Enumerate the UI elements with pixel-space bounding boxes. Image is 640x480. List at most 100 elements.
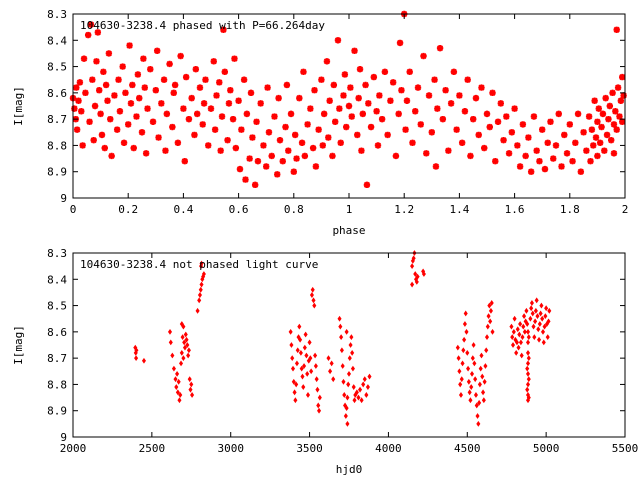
phased-data-point [472,94,480,102]
unphased-data-point [290,355,295,362]
phased-data-point [91,102,99,110]
unphased-data-point [352,397,357,404]
unphased-data-point [529,300,534,306]
unphased-data-point [305,371,310,377]
unphased-data-point [474,402,479,409]
unphased-data-point [470,355,475,362]
phased-data-point [182,73,190,81]
unphased-data-point [303,331,308,338]
unphased-data-point [311,297,316,304]
unphased-data-point [345,394,350,401]
unphased-data-point [473,376,478,383]
phased-data-point [188,94,195,102]
phased-data-point [301,152,309,160]
phased-data-point [588,126,596,133]
unphased-data-point [186,352,191,359]
unphased-data-point [547,307,552,314]
phased-data-point [398,87,405,94]
phased-data-point [602,94,609,102]
unphased-x-tick-label: 5000 [533,442,560,455]
phased-data-point [572,139,579,146]
phased-data-point [207,105,215,112]
phased-data-point [253,118,260,125]
unphased-data-point [486,313,491,319]
unphased-data-point [170,352,175,359]
phased-data-point [500,136,507,144]
unphased-data-point [489,300,494,306]
phased-data-point [467,152,474,160]
unphased-data-point [509,323,514,330]
phased-data-point [89,76,96,83]
phased-data-point [171,81,179,89]
unphased-data-point [525,381,531,388]
phased-data-point [497,100,504,107]
unphased-data-point [413,271,418,277]
unphased-data-point [298,349,303,356]
unphased-x-axis-title: hjd0 [336,463,363,476]
unphased-data-point [477,381,482,388]
phased-data-point [486,123,493,131]
unphased-data-point [183,331,188,338]
phased-data-point [533,147,540,154]
unphased-data-point [177,397,182,404]
phased-data-point [147,66,154,73]
unphased-data-point [458,381,463,388]
unphased-plot-frame [72,252,626,438]
phased-data-point [166,60,173,68]
phased-data-point [116,108,124,115]
phased-data-point [279,158,286,165]
phased-data-point [355,94,362,102]
phased-data-point [140,55,147,62]
unphased-data-point [456,355,461,362]
unphased-data-point [518,339,523,346]
unphased-y-tick-label: 8.6 [47,326,67,339]
phased-data-point [82,89,89,97]
phased-data-point [336,105,343,112]
phased-data-point [577,168,585,175]
unphased-data-point [364,392,369,398]
unphased-y-tick-label: 8.9 [47,405,67,418]
phased-data-point [431,76,438,83]
phased-data-point [76,79,84,86]
phased-data-point [595,105,602,112]
phased-data-point [552,142,560,149]
phased-data-point [101,144,108,152]
phased-data-point [555,110,562,118]
phased-data-point [296,94,303,102]
unphased-x-tick-label: 5500 [612,442,639,455]
unphased-data-point [182,339,187,346]
phased-data-point [80,55,88,62]
phased-data-point [423,150,430,157]
unphased-data-point [525,365,530,372]
phased-data-point [514,142,521,149]
phased-data-point [115,76,122,83]
unphased-data-point [511,328,516,335]
phased-data-point [475,131,482,139]
phased-data-point [417,121,424,128]
unphased-data-point [488,318,493,325]
unphased-data-point [181,355,186,362]
unphased-data-point [176,378,181,385]
unphased-data-point [288,328,293,335]
phased-data-point [374,142,382,149]
unphased-data-point [197,297,202,304]
unphased-data-point [535,313,540,319]
unphased-data-point [362,376,367,383]
phased-data-point [384,131,391,139]
unphased-data-point [301,384,306,390]
unphased-data-point [198,286,203,293]
phased-data-point [616,113,623,120]
phased-light-curve-plot: 0 0.2 0.4 0.6 0.8 1 1.2 1.4 1.6 1.8 2 8.3 8.4 8.5 8.6 8… [12,8,628,237]
unphased-data-point [348,342,353,348]
phased-data-point [300,68,307,76]
phased-data-point [432,163,440,170]
phased-data-point [142,150,150,157]
phased-data-point [202,76,209,83]
phased-data-point [610,150,618,157]
unphased-data-point [182,344,188,351]
phased-data-point [283,81,291,89]
phased-data-point [170,89,177,97]
unphased-data-point [542,323,547,330]
unphased-data-point [518,321,523,327]
